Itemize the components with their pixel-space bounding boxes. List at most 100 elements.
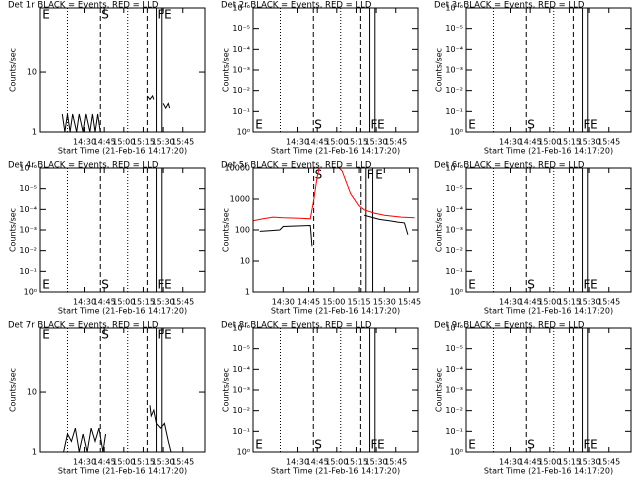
x-tick-label: 15:30 xyxy=(152,298,175,307)
marker-letter: E xyxy=(164,278,172,292)
x-tick-label: 14:45 xyxy=(519,298,542,307)
y-axis-label: Counts/sec xyxy=(222,208,231,252)
x-tick-label: 14:30 xyxy=(499,138,522,147)
panel: Det 6r BLACK = Events, RED = LLD Counts/s… xyxy=(434,161,632,316)
marker-letter: E xyxy=(590,118,598,132)
marker-letter: S xyxy=(314,118,322,132)
x-tick-label: 15:15 xyxy=(132,458,155,467)
marker-letter: S xyxy=(527,438,535,452)
y-tick-label: 10⁰ xyxy=(450,448,463,457)
x-tick-label: 14:45 xyxy=(93,138,116,147)
marker-letter: S xyxy=(527,278,535,292)
x-tick-label: 15:00 xyxy=(112,458,135,467)
y-tick-label: 10⁻⁵ xyxy=(19,184,37,193)
y-tick-label: 10 xyxy=(27,68,37,77)
y-tick-label: 10⁻⁵ xyxy=(445,24,463,33)
marker-letter: F xyxy=(584,438,591,452)
x-tick-label: 15:15 xyxy=(132,298,155,307)
panel-title: Det 5r BLACK = Events, RED = LLD xyxy=(221,161,372,171)
marker-letter: E xyxy=(377,118,385,132)
x-tick-label: 15:15 xyxy=(558,458,581,467)
y-tick-label: 10⁻⁴ xyxy=(445,365,463,374)
marker-letter: E xyxy=(42,8,50,22)
marker-letter: E xyxy=(42,278,50,292)
y-tick-label: 10⁰ xyxy=(450,128,463,137)
y-tick-label: 10⁰ xyxy=(237,448,250,457)
panel: Det 3r BLACK = Events, RED = LLD Counts/s… xyxy=(434,1,632,156)
x-tick-label: 14:30 xyxy=(272,298,295,307)
x-tick-label: 15:00 xyxy=(538,138,561,147)
y-tick-label: 10⁻² xyxy=(445,86,463,95)
y-tick-label: 10⁻⁵ xyxy=(232,344,250,353)
y-tick-label: 10⁻⁶ xyxy=(445,4,463,13)
series-line xyxy=(253,168,415,222)
y-tick-label: 10⁻¹ xyxy=(232,107,250,116)
y-axis-label: Counts/sec xyxy=(435,48,444,92)
y-tick-label: 10⁻³ xyxy=(445,386,463,395)
marker-letter: E xyxy=(590,438,598,452)
x-tick-label: 14:45 xyxy=(306,138,329,147)
marker-letter: E xyxy=(164,328,172,342)
y-tick-label: 10⁻¹ xyxy=(445,107,463,116)
y-tick-label: 10⁻⁶ xyxy=(19,164,37,173)
x-tick-label: 15:45 xyxy=(171,138,194,147)
x-tick-label: 14:30 xyxy=(499,458,522,467)
x-tick-label: 15:30 xyxy=(152,138,175,147)
y-axis-label: Counts/sec xyxy=(435,208,444,252)
x-tick-label: 15:00 xyxy=(322,298,345,307)
x-tick-label: 15:30 xyxy=(152,458,175,467)
y-tick-label: 10⁻³ xyxy=(445,66,463,75)
x-axis-label: Start Time (21-Feb-16 14:17:20) xyxy=(58,147,187,156)
y-tick-label: 10⁻³ xyxy=(445,226,463,235)
x-axis-label: Start Time (21-Feb-16 14:17:20) xyxy=(271,147,400,156)
marker-letter: S xyxy=(101,328,109,342)
marker-letter: E xyxy=(164,8,172,22)
x-tick-label: 15:30 xyxy=(578,458,601,467)
marker-letter: F xyxy=(584,278,591,292)
x-tick-label: 15:45 xyxy=(398,298,421,307)
x-tick-label: 14:30 xyxy=(73,138,96,147)
y-tick-label: 10⁻⁴ xyxy=(19,205,37,214)
x-tick-label: 14:30 xyxy=(286,458,309,467)
x-axis-label: Start Time (21-Feb-16 14:17:20) xyxy=(484,307,613,316)
y-tick-label: 10⁰ xyxy=(450,288,463,297)
y-tick-label: 10⁻⁶ xyxy=(232,4,250,13)
panel-title: Det 7r BLACK = Events, RED = LLD xyxy=(8,321,159,331)
marker-letter: F xyxy=(158,8,165,22)
x-tick-label: 14:30 xyxy=(73,298,96,307)
marker-letter: E xyxy=(590,278,598,292)
x-tick-label: 15:45 xyxy=(384,138,407,147)
x-tick-label: 15:15 xyxy=(345,458,368,467)
marker-letter: F xyxy=(367,168,374,182)
x-axis-label: Start Time (21-Feb-16 14:17:20) xyxy=(484,467,613,476)
y-axis-label: Counts/sec xyxy=(222,368,231,412)
panel: Det 5r BLACK = Events, RED = LLD Counts/s… xyxy=(221,161,421,316)
y-tick-label: 1 xyxy=(32,128,37,137)
plot-frame xyxy=(39,7,206,133)
y-axis-label: Counts/sec xyxy=(9,208,18,252)
series-line xyxy=(63,405,172,452)
y-tick-label: 10⁰ xyxy=(24,288,37,297)
y-tick-label: 10⁻³ xyxy=(232,386,250,395)
x-tick-label: 15:45 xyxy=(171,298,194,307)
panel-title: Det 9r BLACK = Events, RED = LLD xyxy=(434,321,585,331)
x-tick-label: 14:45 xyxy=(93,298,116,307)
marker-letter: E xyxy=(377,438,385,452)
marker-letter: E xyxy=(42,328,50,342)
y-tick-label: 10⁻³ xyxy=(19,226,37,235)
x-tick-label: 15:15 xyxy=(348,298,371,307)
x-axis-label: Start Time (21-Feb-16 14:17:20) xyxy=(271,307,400,316)
x-tick-label: 15:00 xyxy=(538,298,561,307)
plot-frame xyxy=(252,167,419,293)
y-tick-label: 10⁻³ xyxy=(232,66,250,75)
panel-title: Det 1r BLACK = Events, RED = LLD xyxy=(8,1,159,11)
y-tick-label: 10⁻² xyxy=(445,406,463,415)
y-tick-label: 10⁻¹ xyxy=(19,267,37,276)
y-tick-label: 10⁻² xyxy=(232,86,250,95)
y-tick-label: 10⁻⁵ xyxy=(445,344,463,353)
y-tick-label: 10 xyxy=(240,257,250,266)
x-tick-label: 15:45 xyxy=(171,458,194,467)
marker-letter: S xyxy=(314,438,322,452)
x-tick-label: 15:15 xyxy=(558,138,581,147)
panel-title: Det 4r BLACK = Events, RED = LLD xyxy=(8,161,159,171)
